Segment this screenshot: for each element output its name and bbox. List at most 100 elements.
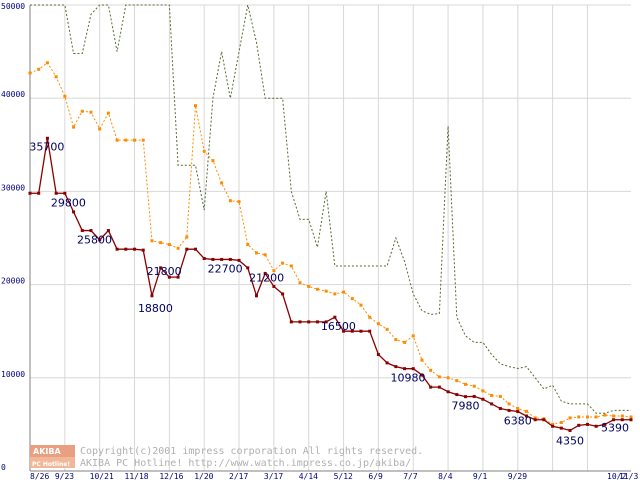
y-tick-label: 30000	[1, 183, 25, 192]
point-average	[585, 415, 589, 419]
point-minimum	[577, 423, 581, 427]
point-minimum	[45, 136, 49, 140]
point-minimum	[237, 258, 241, 262]
point-minimum	[620, 418, 624, 422]
y-tick-label: 50000	[1, 2, 25, 11]
point-minimum	[211, 257, 215, 261]
point-minimum	[28, 191, 32, 195]
series-line-average	[29, 62, 632, 425]
point-minimum	[307, 320, 311, 324]
point-average	[45, 61, 49, 65]
point-minimum	[98, 238, 102, 242]
point-average	[437, 375, 441, 379]
point-minimum	[533, 418, 537, 422]
point-minimum	[429, 385, 433, 389]
point-average	[37, 67, 41, 71]
series-line-max	[30, 4, 631, 414]
point-average	[559, 421, 563, 425]
point-average	[28, 71, 32, 75]
point-average	[350, 297, 354, 301]
x-tick-label: 5/12	[334, 472, 353, 480]
x-tick-label: 8/4	[438, 472, 453, 480]
point-minimum	[141, 248, 145, 252]
x-tick-label: 9/1	[473, 472, 488, 480]
point-average	[403, 340, 407, 344]
point-average	[524, 409, 528, 413]
point-average	[490, 394, 494, 398]
x-tick-label: 11/18	[125, 472, 149, 480]
point-minimum	[89, 229, 93, 233]
point-average	[80, 109, 84, 113]
point-minimum	[124, 247, 128, 251]
point-minimum	[568, 428, 572, 432]
x-tick-label: 11/3	[619, 472, 638, 480]
point-minimum	[498, 407, 502, 411]
point-minimum	[455, 393, 459, 397]
point-average	[211, 159, 215, 163]
point-average	[220, 181, 224, 185]
data-label: 35700	[29, 140, 64, 153]
data-label: 6380	[504, 415, 532, 428]
point-average	[246, 243, 250, 247]
point-minimum	[202, 257, 206, 261]
x-tick-label: 8/26	[30, 472, 49, 480]
point-average	[115, 138, 119, 142]
point-average	[106, 111, 110, 115]
point-minimum	[246, 266, 250, 270]
point-minimum	[54, 191, 58, 195]
point-minimum	[272, 284, 276, 288]
point-average	[420, 358, 424, 362]
data-label: 10980	[391, 372, 426, 385]
point-minimum	[481, 397, 485, 401]
point-average	[254, 251, 258, 255]
point-average	[359, 303, 363, 307]
point-minimum	[228, 257, 232, 261]
point-average	[263, 253, 267, 257]
point-minimum	[524, 414, 528, 418]
point-average	[98, 127, 102, 131]
point-minimum	[315, 320, 319, 324]
point-average	[612, 414, 616, 418]
point-average	[141, 138, 145, 142]
data-labels: 35700 29800 25800 21800 18800 22700 21200 16500…	[29, 140, 629, 447]
point-average	[315, 287, 319, 291]
point-minimum	[72, 210, 76, 214]
x-tick-label: 9/23	[55, 472, 74, 480]
point-minimum	[376, 353, 380, 356]
point-average	[307, 284, 311, 288]
data-label: 16500	[321, 320, 356, 333]
point-average	[176, 246, 180, 250]
point-average	[411, 334, 415, 338]
point-minimum	[507, 408, 511, 412]
url-text: AKIBA PC Hotline! http://www.watch.impre…	[80, 458, 411, 469]
point-average	[481, 389, 485, 393]
point-minimum	[629, 418, 633, 422]
point-minimum	[37, 191, 41, 195]
point-minimum	[80, 229, 84, 233]
point-minimum	[150, 294, 154, 298]
point-average	[185, 235, 189, 239]
point-average	[472, 384, 476, 388]
point-minimum	[420, 373, 424, 377]
data-label: 22700	[208, 262, 243, 275]
x-tick-label: 7/7	[403, 472, 418, 480]
data-label: 18800	[138, 302, 173, 315]
point-average	[594, 415, 598, 419]
point-minimum	[324, 320, 328, 324]
point-average	[551, 422, 555, 426]
point-minimum	[385, 361, 389, 365]
y-tick-label: 10000	[1, 370, 25, 379]
point-minimum	[133, 247, 137, 251]
point-average	[159, 241, 163, 245]
point-average	[368, 315, 372, 319]
point-average	[620, 414, 624, 418]
point-minimum	[368, 329, 372, 333]
point-average	[376, 322, 380, 326]
point-minimum	[159, 266, 163, 270]
point-average	[324, 289, 328, 293]
point-average	[133, 138, 137, 142]
grid	[29, 4, 631, 472]
point-average	[54, 75, 58, 79]
point-average	[237, 200, 241, 204]
